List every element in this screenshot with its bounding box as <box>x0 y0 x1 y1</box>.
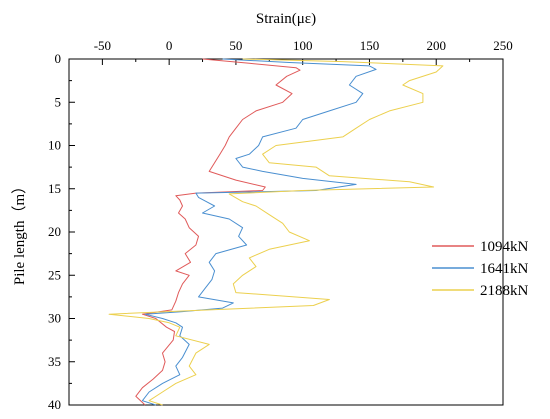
x-tick-label: 250 <box>493 38 513 53</box>
y-axis-title: Pile length（m） <box>11 179 28 285</box>
y-tick-label: 15 <box>48 181 61 196</box>
y-tick-label: 30 <box>48 311 61 326</box>
legend-label: 1094kN <box>480 239 529 255</box>
x-axis: -50 0 50 100 150 200 250 <box>68 38 513 65</box>
y-tick-label: 35 <box>48 354 61 369</box>
legend-label: 2188kN <box>480 283 529 299</box>
x-axis-title: Strain(με) <box>256 11 316 27</box>
x-tick-label: -50 <box>94 38 111 53</box>
x-tick-label: 100 <box>293 38 313 53</box>
x-tick-label: 0 <box>166 38 173 53</box>
plot-frame <box>68 58 504 406</box>
legend-label: 1641kN <box>480 261 529 277</box>
y-tick-label: 40 <box>48 397 61 412</box>
x-tick-label: 50 <box>229 38 242 53</box>
y-axis: 0 5 10 15 20 25 30 35 40 <box>48 51 75 412</box>
x-tick-label: 150 <box>360 38 380 53</box>
y-tick-label: 10 <box>48 138 61 153</box>
series-line-1094kN <box>135 58 301 406</box>
series-lines <box>108 58 444 406</box>
legend: 1094kN 1641kN 2188kN <box>432 239 529 299</box>
y-tick-label: 25 <box>48 267 61 282</box>
x-tick-label: 200 <box>426 38 446 53</box>
y-tick-label: 0 <box>55 51 62 66</box>
series-line-1641kN <box>141 58 377 406</box>
y-tick-label: 5 <box>55 94 62 109</box>
y-tick-label: 20 <box>48 224 61 239</box>
series-line-2188kN <box>108 58 444 406</box>
